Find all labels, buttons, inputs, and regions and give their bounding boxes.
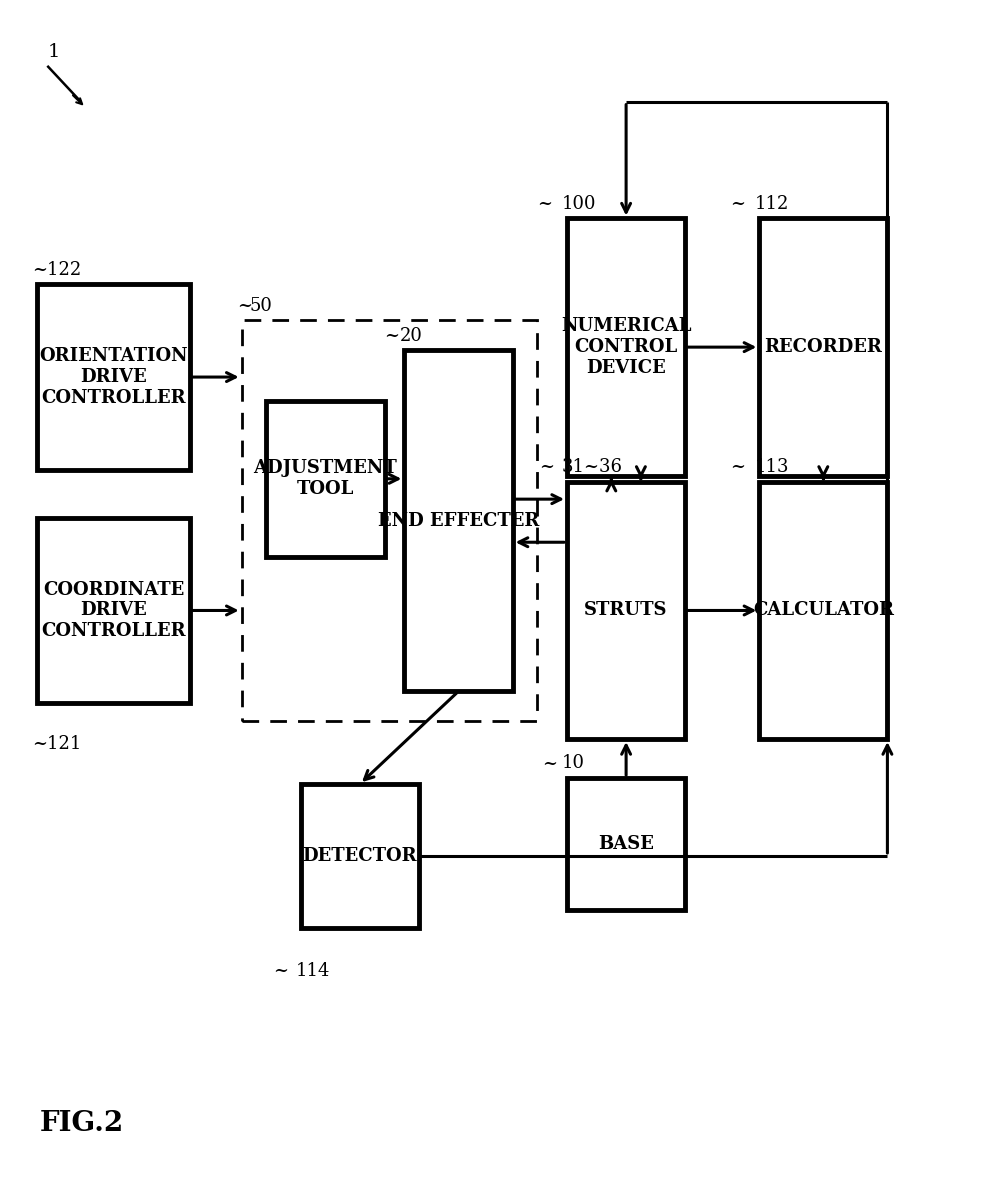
Text: 1: 1 <box>47 43 60 61</box>
Text: ~: ~ <box>730 458 744 476</box>
Text: RECORDER: RECORDER <box>764 338 882 357</box>
Text: ~: ~ <box>542 754 557 772</box>
Bar <box>567 219 685 476</box>
Text: ~: ~ <box>539 458 554 476</box>
Text: 100: 100 <box>562 195 597 213</box>
Text: 20: 20 <box>399 327 422 345</box>
Text: 114: 114 <box>296 961 330 979</box>
Text: ~122: ~122 <box>33 261 81 279</box>
Text: BASE: BASE <box>599 834 654 853</box>
Bar <box>759 219 887 476</box>
Text: ~: ~ <box>537 195 552 213</box>
Bar <box>242 321 537 721</box>
Bar <box>301 784 419 928</box>
Text: ~: ~ <box>730 195 744 213</box>
Text: 10: 10 <box>562 754 585 772</box>
Text: ~: ~ <box>385 327 399 345</box>
Text: STRUTS: STRUTS <box>585 601 668 620</box>
Bar <box>37 284 189 470</box>
Text: ~121: ~121 <box>33 735 82 753</box>
Text: CALCULATOR: CALCULATOR <box>752 601 894 620</box>
Text: 31~36: 31~36 <box>562 458 623 476</box>
Text: ~: ~ <box>237 297 251 315</box>
Bar <box>266 401 385 557</box>
Text: ORIENTATION
DRIVE
CONTROLLER: ORIENTATION DRIVE CONTROLLER <box>39 347 187 407</box>
Text: 50: 50 <box>249 297 272 315</box>
Bar <box>567 778 685 910</box>
Text: FIG.2: FIG.2 <box>39 1110 123 1137</box>
Text: COORDINATE
DRIVE
CONTROLLER: COORDINATE DRIVE CONTROLLER <box>41 581 185 640</box>
Text: DETECTOR: DETECTOR <box>303 846 417 865</box>
Text: 113: 113 <box>754 458 789 476</box>
Text: END EFFECTER: END EFFECTER <box>378 511 539 530</box>
Text: ADJUSTMENT
TOOL: ADJUSTMENT TOOL <box>253 460 397 498</box>
Text: ~: ~ <box>273 961 288 979</box>
Bar <box>37 517 189 704</box>
Bar <box>404 350 513 692</box>
Bar <box>567 482 685 739</box>
Text: NUMERICAL
CONTROL
DEVICE: NUMERICAL CONTROL DEVICE <box>561 317 691 377</box>
Bar <box>759 482 887 739</box>
Text: 112: 112 <box>754 195 789 213</box>
